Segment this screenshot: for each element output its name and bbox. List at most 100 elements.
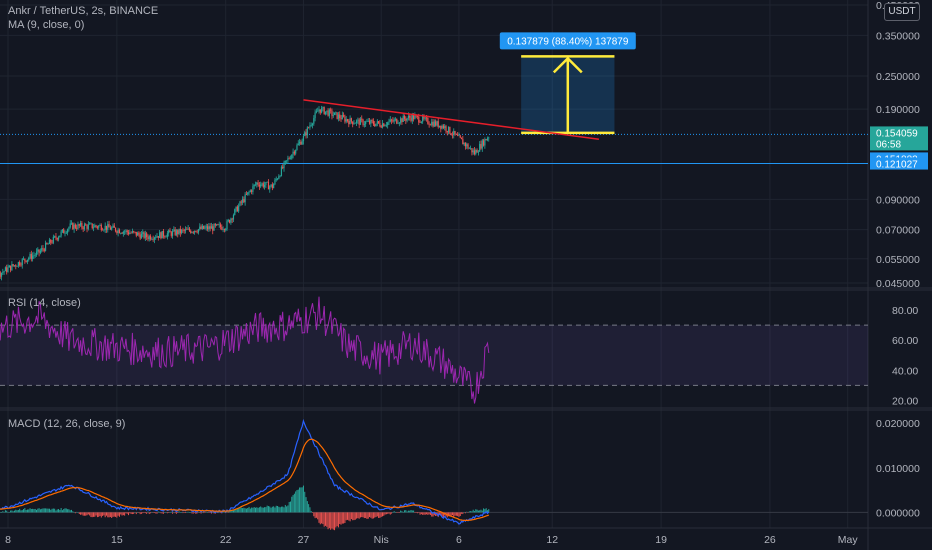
- candle-body: [450, 133, 452, 135]
- macd-histogram-bar: [16, 510, 18, 513]
- candle-body: [343, 114, 345, 117]
- candle-body: [232, 214, 235, 220]
- macd-histogram-bar: [130, 512, 132, 514]
- rsi-tick-label: 20.00: [892, 395, 918, 407]
- macd-histogram-bar: [313, 512, 315, 517]
- macd-histogram-bar: [131, 512, 133, 515]
- candle-body: [37, 249, 39, 252]
- candle-body: [151, 239, 153, 240]
- macd-histogram-bar: [264, 507, 266, 513]
- macd-histogram-bar: [91, 512, 93, 518]
- candle-body: [41, 248, 43, 251]
- candle-body: [113, 225, 115, 228]
- candle-body: [441, 125, 443, 129]
- candle-body: [82, 227, 84, 230]
- macd-histogram-bar: [251, 507, 253, 513]
- candle-body: [365, 121, 367, 125]
- candle-body: [240, 201, 242, 203]
- macd-histogram-bar: [397, 512, 399, 513]
- macd-histogram-bar: [244, 508, 246, 513]
- candle-body: [420, 121, 422, 123]
- macd-histogram-bar: [431, 512, 433, 517]
- macd-histogram-bar: [34, 508, 36, 513]
- macd-histogram-bar: [462, 512, 464, 515]
- rsi-indicator-label[interactable]: RSI (14, close): [8, 297, 81, 309]
- candle-body: [90, 223, 92, 225]
- candle-body: [29, 253, 31, 258]
- macd-histogram-bar: [378, 512, 380, 518]
- ma-indicator-label[interactable]: MA (9, close, 0): [8, 19, 85, 31]
- macd-histogram-bar: [310, 511, 312, 513]
- macd-histogram-bar: [265, 507, 267, 513]
- macd-histogram-bar: [321, 512, 323, 524]
- candle-body: [253, 184, 255, 187]
- measure-label: 0.137879 (88.40%) 137879: [507, 36, 629, 47]
- macd-histogram-bar: [354, 512, 356, 520]
- macd-histogram-bar: [128, 512, 130, 516]
- candle-body: [236, 206, 238, 212]
- candle-body: [309, 125, 311, 128]
- candle-body: [414, 115, 416, 120]
- macd-histogram-bar: [178, 511, 180, 513]
- candle-body: [293, 151, 295, 154]
- macd-histogram-bar: [163, 512, 164, 514]
- macd-histogram-bar: [199, 512, 201, 513]
- candle-body: [485, 139, 487, 141]
- candle-body: [2, 271, 4, 273]
- macd-histogram-bar: [93, 512, 95, 517]
- candle-body: [135, 231, 137, 236]
- macd-histogram-bar: [98, 512, 100, 517]
- time-tick-label: 15: [111, 534, 123, 546]
- macd-histogram-bar: [96, 512, 98, 518]
- candle-body: [349, 118, 351, 125]
- macd-histogram-bar: [314, 512, 316, 519]
- candle-body: [350, 118, 352, 122]
- macd-line: [0, 418, 490, 525]
- candle-body: [442, 125, 444, 128]
- time-tick-label: 22: [220, 534, 232, 546]
- candle-body: [330, 109, 332, 111]
- candle-body: [317, 111, 319, 112]
- candle-body: [34, 254, 36, 256]
- macd-histogram-bar: [89, 512, 91, 516]
- candle-body: [359, 118, 362, 125]
- candle-body: [449, 126, 451, 134]
- candle-body: [355, 120, 358, 124]
- macd-indicator-label[interactable]: MACD (12, 26, close, 9): [8, 418, 126, 430]
- macd-histogram-bar: [231, 510, 233, 513]
- candle-body: [235, 206, 237, 210]
- macd-histogram-bar: [192, 512, 194, 514]
- macd-histogram-bar: [474, 511, 475, 513]
- candle-body: [482, 140, 485, 146]
- candle-body: [424, 117, 426, 119]
- candle-body: [159, 232, 161, 238]
- macd-histogram-bar: [335, 512, 337, 528]
- macd-histogram-bar: [411, 510, 413, 513]
- candle-body: [182, 229, 184, 231]
- macd-histogram-bar: [194, 512, 196, 513]
- candle-body: [370, 120, 372, 124]
- candle-body: [152, 239, 154, 240]
- currency-button[interactable]: USDT: [884, 3, 920, 21]
- macd-histogram-bar: [287, 505, 289, 513]
- candle-body: [405, 118, 407, 121]
- macd-histogram-bar: [383, 512, 385, 516]
- candle-body: [239, 201, 241, 206]
- macd-histogram-bar: [200, 512, 202, 514]
- macd-histogram-bar: [6, 510, 8, 513]
- macd-histogram-bar: [327, 512, 329, 530]
- candle-body: [209, 226, 211, 229]
- candle-body: [488, 137, 490, 139]
- candle-body: [21, 259, 23, 266]
- candle-body: [217, 224, 219, 225]
- macd-histogram-bar: [322, 512, 324, 525]
- candle-body: [156, 236, 158, 238]
- candle-body: [133, 231, 135, 232]
- candle-body: [78, 224, 80, 226]
- macd-histogram-bar: [427, 512, 429, 515]
- candle-body: [170, 232, 172, 236]
- macd-histogram-bar: [222, 511, 224, 513]
- macd-histogram-bar: [261, 507, 263, 513]
